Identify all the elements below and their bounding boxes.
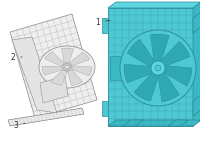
Circle shape bbox=[120, 30, 196, 106]
Ellipse shape bbox=[65, 66, 69, 69]
Polygon shape bbox=[110, 56, 126, 80]
Polygon shape bbox=[193, 2, 200, 126]
Ellipse shape bbox=[39, 46, 95, 88]
Polygon shape bbox=[12, 37, 57, 113]
Polygon shape bbox=[69, 52, 90, 66]
Polygon shape bbox=[61, 48, 74, 63]
Text: 1: 1 bbox=[95, 17, 110, 26]
Polygon shape bbox=[108, 120, 200, 126]
Polygon shape bbox=[164, 66, 192, 86]
Polygon shape bbox=[108, 2, 200, 8]
Polygon shape bbox=[127, 39, 154, 67]
Polygon shape bbox=[44, 52, 64, 66]
Polygon shape bbox=[161, 41, 190, 66]
Polygon shape bbox=[123, 120, 143, 126]
Polygon shape bbox=[42, 66, 62, 75]
Polygon shape bbox=[102, 101, 108, 116]
Polygon shape bbox=[10, 14, 97, 118]
Polygon shape bbox=[134, 73, 159, 101]
Polygon shape bbox=[72, 66, 92, 76]
Polygon shape bbox=[150, 34, 169, 61]
Polygon shape bbox=[68, 70, 83, 86]
Ellipse shape bbox=[62, 64, 72, 71]
Text: 3: 3 bbox=[13, 121, 25, 130]
Polygon shape bbox=[108, 8, 193, 126]
Circle shape bbox=[155, 65, 161, 71]
Polygon shape bbox=[193, 12, 200, 33]
Polygon shape bbox=[40, 76, 68, 103]
Polygon shape bbox=[168, 120, 188, 126]
Polygon shape bbox=[102, 18, 108, 33]
Polygon shape bbox=[193, 95, 200, 116]
Circle shape bbox=[151, 61, 165, 75]
Polygon shape bbox=[124, 64, 152, 83]
Polygon shape bbox=[158, 72, 179, 102]
Text: 2: 2 bbox=[10, 52, 22, 61]
Polygon shape bbox=[8, 108, 84, 126]
Polygon shape bbox=[51, 70, 67, 86]
